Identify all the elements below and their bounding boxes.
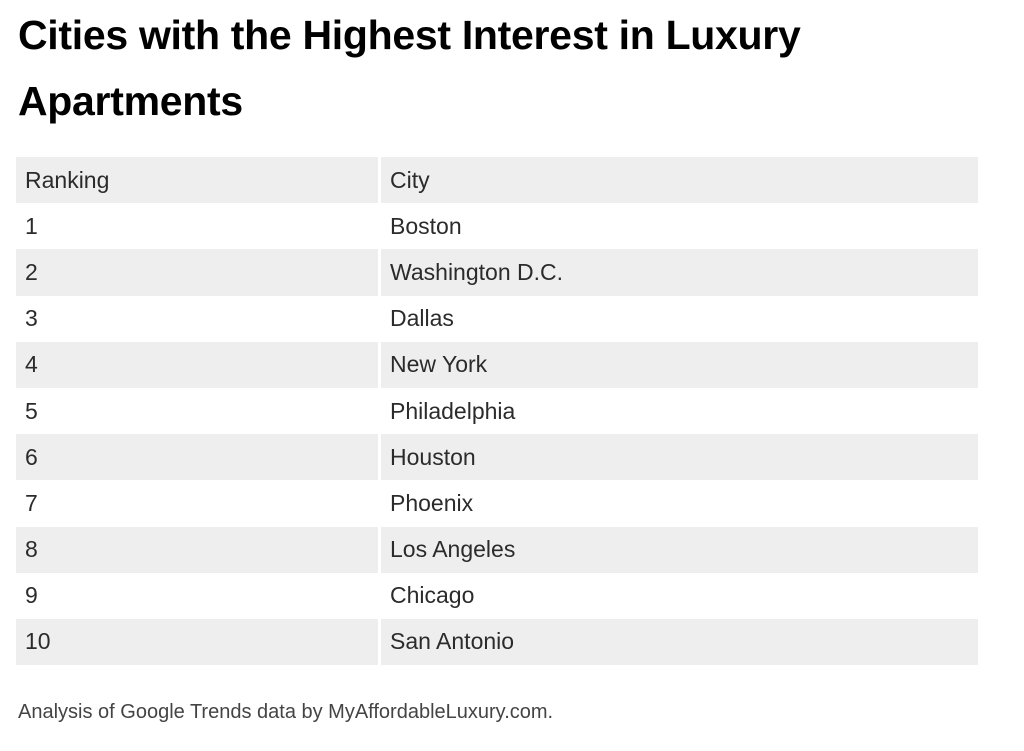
table-body: 1 Boston 2 Washington D.C. 3 Dallas 4 New York 5…	[16, 203, 978, 666]
city-cell: Boston	[381, 203, 978, 250]
table-row: 6 Houston	[16, 434, 978, 481]
table-row: 3 Dallas	[16, 295, 978, 342]
table-row: 7 Phoenix	[16, 480, 978, 527]
city-cell: Chicago	[381, 572, 978, 619]
table-row: 1 Boston	[16, 203, 978, 250]
ranking-cell: 5	[16, 387, 381, 435]
ranking-table-container: Ranking City 1 Boston 2 Washington D.C. 3 Dal…	[16, 157, 978, 666]
city-cell: Phoenix	[381, 480, 978, 527]
ranking-cell: 6	[16, 434, 381, 481]
table-row: 8 Los Angeles	[16, 526, 978, 573]
column-header-city: City	[381, 157, 978, 204]
source-footnote: Analysis of Google Trends data by MyAffo…	[18, 701, 554, 723]
ranking-cell: 9	[16, 572, 381, 619]
ranking-cell: 4	[16, 341, 381, 388]
city-cell: San Antonio	[381, 618, 978, 666]
ranking-cell: 10	[16, 618, 381, 666]
table-row: 5 Philadelphia	[16, 387, 978, 435]
ranking-cell: 2	[16, 249, 381, 296]
city-cell: Houston	[381, 434, 978, 481]
ranking-cell: 7	[16, 480, 381, 527]
table-row: 4 New York	[16, 341, 978, 388]
table-row: 2 Washington D.C.	[16, 249, 978, 296]
city-cell: Washington D.C.	[381, 249, 978, 296]
table-row: 9 Chicago	[16, 572, 978, 619]
ranking-cell: 8	[16, 526, 381, 573]
city-cell: Dallas	[381, 295, 978, 342]
column-header-ranking: Ranking	[16, 157, 381, 204]
city-cell: Philadelphia	[381, 387, 978, 435]
city-cell: Los Angeles	[381, 526, 978, 573]
chart-title: Cities with the Highest Interest in Luxu…	[18, 12, 801, 124]
ranking-cell: 3	[16, 295, 381, 342]
table-row: 10 San Antonio	[16, 618, 978, 666]
ranking-table: Ranking City 1 Boston 2 Washington D.C. 3 Dal…	[16, 157, 978, 666]
table-header-row: Ranking City	[16, 157, 978, 204]
ranking-cell: 1	[16, 203, 381, 250]
city-cell: New York	[381, 341, 978, 388]
